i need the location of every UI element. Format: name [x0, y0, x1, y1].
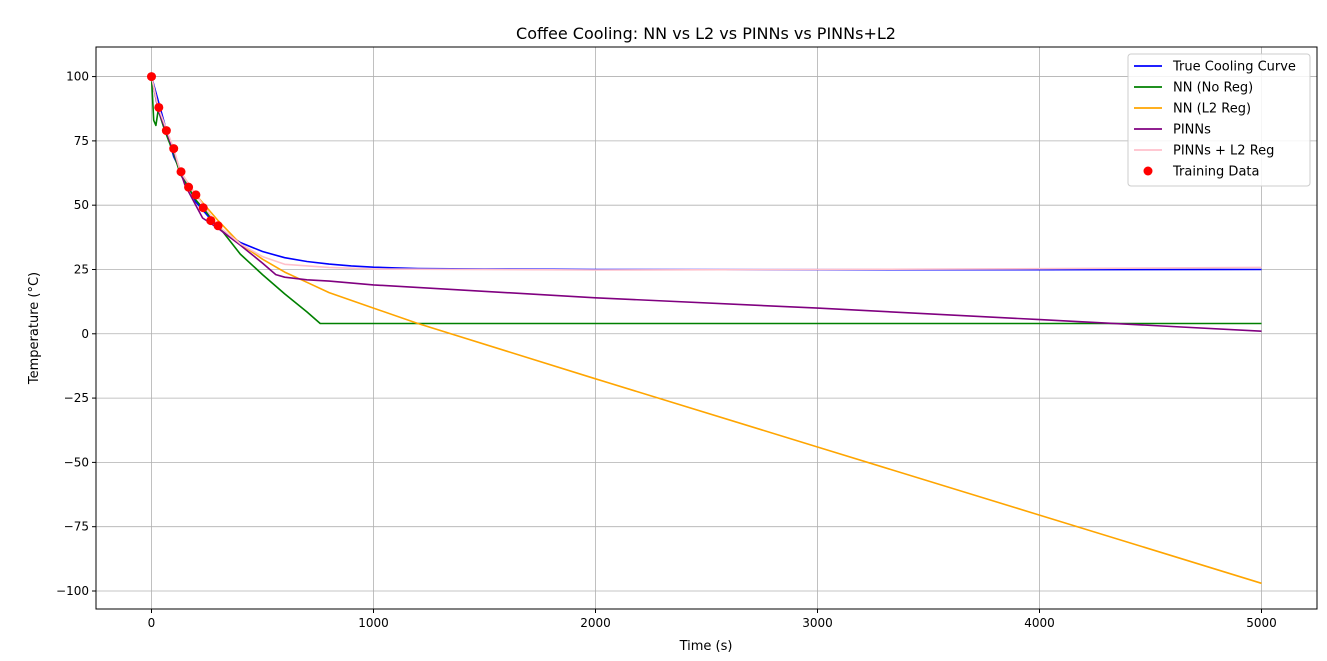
legend: True Cooling Curve NN (No Reg) NN (L2 Reg)…	[1127, 53, 1311, 187]
chart-title: Coffee Cooling: NN vs L2 vs PINNs vs PIN…	[516, 24, 896, 43]
plot-frame	[95, 46, 1318, 610]
training-data-point	[191, 190, 201, 200]
y-axis: −100 −75 −50 −25 0 25 50 75 100	[56, 70, 96, 598]
y-tick-label: 100	[66, 70, 89, 84]
legend-label: NN (L2 Reg)	[1173, 102, 1251, 117]
training-data-point	[184, 182, 194, 192]
training-points	[147, 72, 223, 231]
grid	[96, 47, 1317, 609]
legend-label: Training Data	[1172, 165, 1259, 180]
training-data-point	[161, 126, 171, 136]
x-axis: 0 1000 2000 3000 4000 5000	[148, 609, 1277, 630]
y-tick-label: −50	[64, 455, 89, 469]
legend-label: PINNs	[1173, 123, 1211, 138]
x-axis-label: Time (s)	[679, 639, 733, 654]
x-tick-label: 3000	[802, 616, 833, 630]
training-data-point	[206, 216, 216, 226]
training-data-point	[154, 102, 164, 112]
series-line-pinns-l2-reg	[150, 76, 1262, 271]
legend-label: PINNs + L2 Reg	[1173, 144, 1274, 159]
y-tick-label: 50	[74, 198, 89, 212]
legend-label: True Cooling Curve	[1172, 60, 1296, 75]
y-tick-label: 0	[81, 327, 89, 341]
y-tick-label: −25	[64, 391, 89, 405]
y-axis-label: Temperature (°C)	[27, 272, 42, 385]
training-data-point	[176, 167, 186, 177]
y-tick-label: 25	[74, 262, 89, 276]
training-data-point	[147, 72, 156, 82]
x-tick-label: 4000	[1024, 616, 1055, 630]
training-data-point	[169, 144, 179, 154]
x-tick-label: 2000	[580, 616, 611, 630]
x-tick-label: 1000	[358, 616, 389, 630]
legend-label: NN (No Reg)	[1173, 81, 1253, 96]
x-tick-label: 0	[148, 616, 156, 630]
legend-box	[1127, 53, 1311, 187]
y-tick-label: −100	[56, 584, 89, 598]
legend-marker	[1143, 166, 1153, 176]
y-tick-label: −75	[64, 520, 89, 534]
training-data-point	[198, 203, 208, 213]
y-tick-label: 75	[74, 134, 89, 148]
training-data-point	[213, 221, 223, 231]
x-tick-label: 5000	[1246, 616, 1277, 630]
